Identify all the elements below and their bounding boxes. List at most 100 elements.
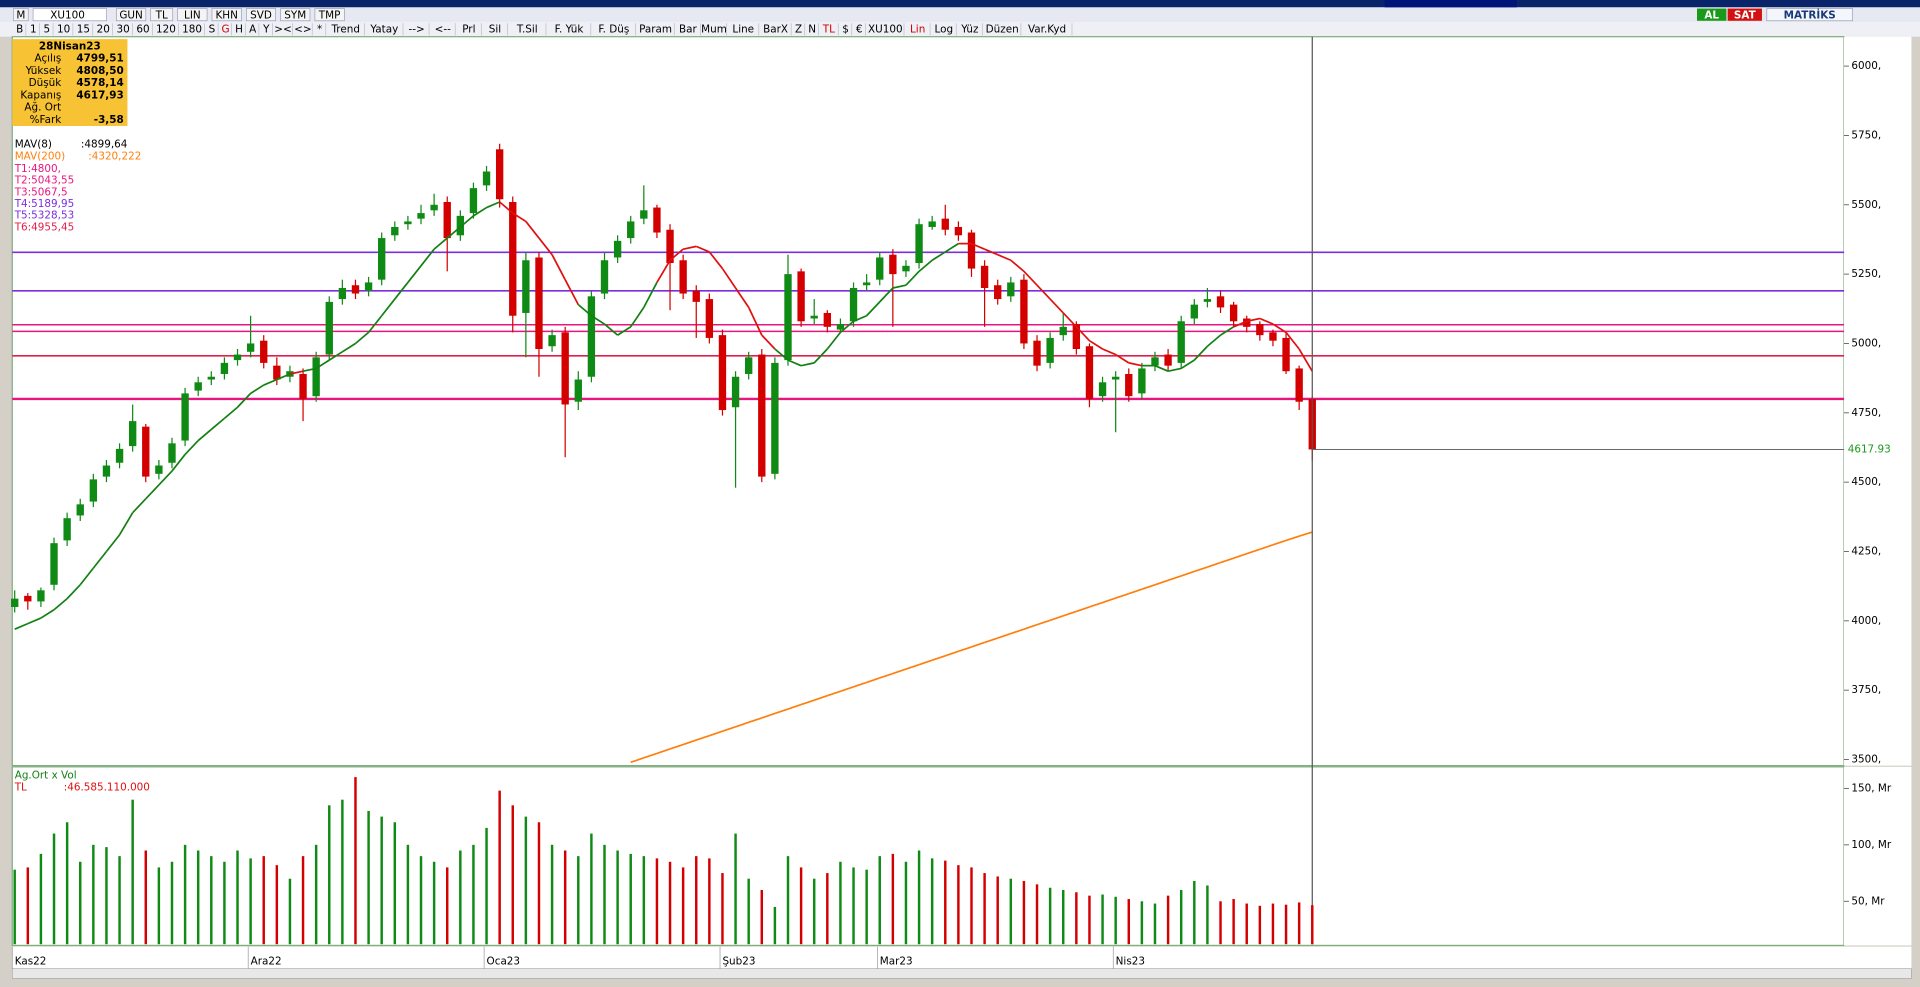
toolbar-button[interactable]: Düzen — [986, 23, 1019, 35]
toolbar-button[interactable]: 15 — [77, 23, 90, 35]
moving-average-segment — [1049, 615, 1064, 622]
moving-average-segment — [564, 279, 580, 306]
toolbar-field[interactable] — [116, 8, 147, 22]
toolbar-button[interactable]: Z — [795, 23, 802, 35]
moving-average-segment — [328, 351, 343, 361]
toolbar-button[interactable]: SVD — [250, 9, 272, 21]
toolbar-button[interactable]: Yatay — [369, 23, 398, 35]
toolbar-button[interactable]: XU100 — [868, 23, 903, 35]
toolbar-button[interactable]: € — [856, 23, 863, 35]
toolbar-button[interactable]: 1 — [30, 23, 37, 35]
toolbar-button[interactable]: S — [209, 23, 216, 35]
volume-bar — [668, 861, 672, 945]
toolbar-button[interactable]: <-- — [435, 23, 451, 35]
toolbar-button[interactable]: F. Düş — [598, 23, 629, 35]
toolbar-button[interactable]: T.Sil — [516, 23, 538, 35]
moving-average-segment — [1298, 348, 1314, 372]
candle-body — [967, 232, 976, 269]
toolbar-button[interactable]: XU100 — [50, 9, 85, 21]
toolbar-button[interactable]: M — [16, 9, 25, 21]
toolbar-button[interactable]: * — [317, 23, 322, 35]
toolbar-button[interactable]: Prl — [462, 23, 475, 35]
volume-bar — [419, 856, 423, 945]
moving-average-segment — [839, 320, 855, 334]
toolbar-button[interactable]: Y — [262, 23, 270, 35]
toolbar-button[interactable]: 5 — [44, 23, 51, 35]
toolbar-button[interactable]: 180 — [182, 23, 202, 35]
trade-button[interactable] — [1727, 8, 1762, 21]
volume-bar — [170, 861, 174, 945]
moving-average-segment — [905, 270, 920, 286]
toolbar-field[interactable] — [245, 8, 276, 22]
candle-body — [1059, 326, 1067, 336]
toolbar-button[interactable]: B — [16, 23, 23, 35]
toolbar-button[interactable]: G — [221, 23, 229, 35]
moving-average-segment — [1220, 557, 1234, 564]
volume-bar — [708, 858, 711, 945]
toolbar-button[interactable]: 20 — [97, 23, 110, 35]
toolbar-field[interactable] — [32, 8, 107, 22]
toolbar-button[interactable]: BarX — [763, 23, 788, 35]
toolbar-field[interactable] — [280, 8, 311, 22]
moving-average-segment — [1154, 364, 1169, 372]
toolbar-button[interactable]: Sil — [489, 23, 501, 35]
toolbar-button[interactable]: TL — [155, 9, 168, 21]
toolbar-button[interactable]: Bar — [679, 23, 698, 35]
toolbar-button[interactable]: <> — [294, 23, 311, 35]
toolbar-button[interactable]: LIN — [184, 9, 201, 21]
volume-bar — [799, 867, 803, 945]
y-tick-label: 4500, — [1851, 476, 1881, 488]
toolbar-button[interactable]: Yüz — [960, 23, 978, 35]
candle-body — [784, 274, 792, 361]
moving-average-segment — [997, 253, 1012, 262]
toolbar-button[interactable]: TL — [822, 23, 835, 35]
toolbar-button[interactable]: $ — [842, 23, 849, 35]
toolbar-button[interactable]: Line — [732, 23, 754, 35]
toolbar-button[interactable]: 30 — [117, 23, 130, 35]
toolbar-button[interactable]: GUN — [119, 9, 142, 21]
volume-bar — [1009, 878, 1013, 945]
x-tick-label: Kas22 — [15, 955, 47, 967]
toolbar-button[interactable]: SYM — [284, 9, 306, 21]
volume-bar — [288, 878, 292, 945]
candle-body — [404, 221, 412, 225]
toolbar-button[interactable]: TMP — [318, 9, 341, 21]
toolbar-button[interactable]: A — [249, 23, 257, 35]
scrollbar[interactable] — [11, 968, 1912, 979]
toolbar-field[interactable] — [314, 8, 345, 22]
toolbar-button[interactable]: N — [808, 23, 816, 35]
moving-average-segment — [1010, 259, 1025, 273]
toolbar-button[interactable]: Mum — [701, 23, 727, 35]
toolbar-field[interactable] — [211, 8, 242, 22]
toolbar-field[interactable] — [177, 8, 208, 22]
volume-bar — [393, 822, 397, 945]
moving-average-segment — [459, 215, 474, 228]
toolbar-field[interactable] — [13, 8, 29, 22]
volume-bar — [485, 827, 488, 945]
toolbar-button[interactable]: H — [235, 23, 243, 35]
trade-button-label[interactable]: AL — [1704, 9, 1719, 21]
toolbar-button[interactable]: Var.Kyd — [1028, 23, 1066, 35]
volume-bar — [223, 861, 226, 945]
toolbar-button[interactable]: Lin — [910, 23, 925, 35]
volume-bar — [826, 873, 829, 945]
toolbar-field[interactable] — [150, 8, 174, 22]
toolbar-button[interactable]: --> — [409, 23, 425, 35]
candle-body — [1072, 324, 1081, 350]
toolbar-button[interactable]: Log — [934, 23, 953, 35]
toolbar-button[interactable]: 60 — [136, 23, 149, 35]
candle-body — [980, 265, 989, 288]
toolbar-button[interactable]: Param — [639, 23, 672, 35]
candle-body — [862, 282, 871, 286]
toolbar-button[interactable]: KHN — [215, 9, 237, 21]
toolbar-button[interactable]: >< — [274, 23, 291, 35]
toolbar-button[interactable]: 120 — [156, 23, 176, 35]
candle-body — [391, 226, 399, 236]
toolbar-button[interactable]: Trend — [330, 23, 359, 35]
trade-button-label[interactable]: SAT — [1734, 9, 1757, 21]
toolbar-button[interactable]: F. Yük — [555, 23, 584, 35]
moving-average-segment — [590, 315, 605, 325]
trade-button[interactable] — [1697, 8, 1727, 21]
toolbar-button[interactable]: 10 — [57, 23, 70, 35]
volume-bar — [39, 853, 43, 945]
